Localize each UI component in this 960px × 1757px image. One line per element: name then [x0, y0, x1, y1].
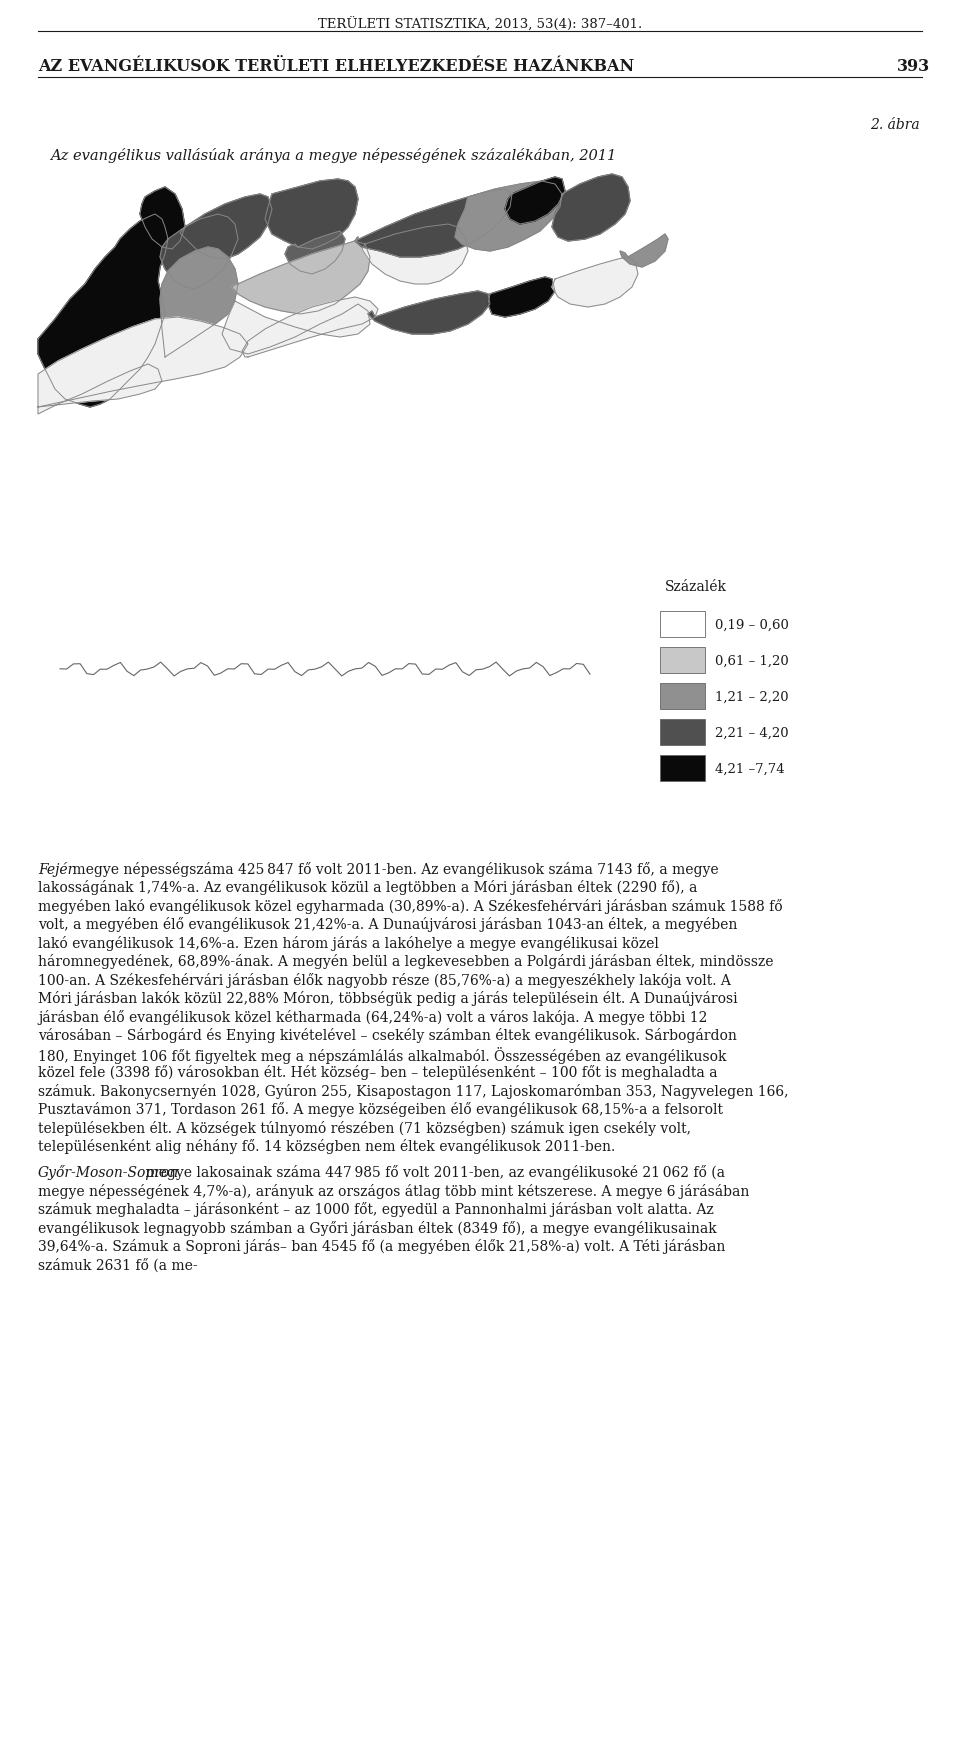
- Text: megye népességének 4,7%-a), arányuk az országos átlag több mint kétszerese. A me: megye népességének 4,7%-a), arányuk az o…: [38, 1182, 750, 1198]
- Text: háromnegyedének, 68,89%-ának. A megyén belül a legkevesebben a Polgárdi járásban: háromnegyedének, 68,89%-ának. A megyén b…: [38, 954, 774, 968]
- Polygon shape: [38, 365, 162, 415]
- Polygon shape: [180, 195, 272, 260]
- Text: megyében lakó evangélikusok közel egyharmada (30,89%-a). A Székesfehérvári járás: megyében lakó evangélikusok közel egyhar…: [38, 898, 782, 914]
- Polygon shape: [552, 176, 630, 242]
- Text: 0,61 – 1,20: 0,61 – 1,20: [715, 654, 789, 668]
- Polygon shape: [488, 278, 555, 318]
- Polygon shape: [242, 299, 378, 358]
- Text: AZ EVANGÉLIKUSOK TERÜLETI ELHELYEZKEDÉSE HAZÁNKBAN: AZ EVANGÉLIKUSOK TERÜLETI ELHELYEZKEDÉSE…: [38, 58, 635, 76]
- Text: 2,21 – 4,20: 2,21 – 4,20: [715, 726, 788, 740]
- Polygon shape: [355, 190, 512, 258]
- Text: volt, a megyében élő evangélikusok 21,42%-a. A Dunaújvárosi járásban 1043-an élt: volt, a megyében élő evangélikusok 21,42…: [38, 917, 737, 931]
- Text: evangélikusok legnagyobb számban a Győri járásban éltek (8349 fő), a megye evang: evangélikusok legnagyobb számban a Győri…: [38, 1219, 717, 1235]
- Polygon shape: [140, 188, 185, 249]
- Text: településekben élt. A községek túlnyomó részében (71 községben) számuk igen csek: településekben élt. A községek túlnyomó …: [38, 1121, 691, 1135]
- Text: Százalék: Százalék: [665, 580, 727, 594]
- Text: 180, Enyinget 106 főt figyeltek meg a népszámlálás alkalmaból. Összességében az : 180, Enyinget 106 főt figyeltek meg a né…: [38, 1047, 727, 1063]
- Text: Győr-Moson-Sopron: Győr-Moson-Sopron: [38, 1165, 180, 1179]
- Polygon shape: [160, 248, 238, 358]
- Bar: [660, 648, 705, 673]
- Text: megye népességszáma 425 847 fő volt 2011-ben. Az evangélikusok száma 7143 fő, a : megye népességszáma 425 847 fő volt 2011…: [68, 861, 719, 877]
- Bar: [38, 170, 640, 819]
- Polygon shape: [38, 214, 168, 408]
- Text: számuk meghaladta – járásonként – az 1000 főt, egyedül a Pannonhalmi járásban vo: számuk meghaladta – járásonként – az 100…: [38, 1202, 713, 1216]
- Text: Móri járásban lakók közül 22,88% Móron, többségük pedig a járás településein élt: Móri járásban lakók közül 22,88% Móron, …: [38, 991, 737, 1007]
- Polygon shape: [38, 318, 248, 408]
- Text: 0,19 – 0,60: 0,19 – 0,60: [715, 618, 789, 631]
- Bar: [660, 611, 705, 638]
- Text: Pusztavámon 371, Tordason 261 fő. A megye községeiben élő evangélikusok 68,15%-a: Pusztavámon 371, Tordason 261 fő. A megy…: [38, 1102, 723, 1117]
- Polygon shape: [505, 177, 565, 225]
- Polygon shape: [455, 183, 562, 251]
- Text: 39,64%-a. Számuk a Soproni járás– ban 4545 fő (a megyében élők 21,58%-a) volt. A: 39,64%-a. Számuk a Soproni járás– ban 45…: [38, 1239, 726, 1254]
- Polygon shape: [552, 258, 638, 307]
- Text: 1,21 – 2,20: 1,21 – 2,20: [715, 691, 788, 703]
- Bar: [660, 756, 705, 782]
- Polygon shape: [285, 232, 345, 274]
- Polygon shape: [620, 235, 668, 267]
- Text: lakó evangélikusok 14,6%-a. Ezen három járás a lakóhelye a megye evangélikusai k: lakó evangélikusok 14,6%-a. Ezen három j…: [38, 935, 659, 951]
- Text: TERÜLETI STATISZTIKA, 2013, 53(4): 387–401.: TERÜLETI STATISZTIKA, 2013, 53(4): 387–4…: [318, 18, 642, 32]
- Text: lakosságának 1,74%-a. Az evangélikusok közül a legtöbben a Móri járásban éltek (: lakosságának 1,74%-a. Az evangélikusok k…: [38, 880, 697, 894]
- Text: településenként alig néhány fő. 14 községben nem éltek evangélikusok 2011-ben.: településenként alig néhány fő. 14 közsé…: [38, 1139, 615, 1154]
- Polygon shape: [160, 214, 238, 290]
- Text: 100-an. A Székesfehérvári járásban élők nagyobb része (85,76%-a) a megyeszékhely: 100-an. A Székesfehérvári járásban élők …: [38, 972, 731, 987]
- Text: 393: 393: [897, 58, 930, 76]
- Polygon shape: [232, 242, 370, 315]
- Text: városában – Sárbogárd és Enying kivételével – csekély számban éltek evangélikuso: városában – Sárbogárd és Enying kivételé…: [38, 1028, 737, 1044]
- Bar: [660, 720, 705, 745]
- Polygon shape: [222, 302, 370, 355]
- Polygon shape: [368, 292, 490, 336]
- Polygon shape: [265, 179, 358, 249]
- Bar: [660, 683, 705, 710]
- Text: Az evangélikus vallásúak aránya a megye népességének százalékában, 2011: Az evangélikus vallásúak aránya a megye …: [50, 148, 616, 163]
- Text: Fejér: Fejér: [38, 861, 74, 877]
- Text: számuk. Bakonycsernyén 1028, Gyúron 255, Kisapostagon 117, Lajoskomarómban 353, : számuk. Bakonycsernyén 1028, Gyúron 255,…: [38, 1084, 788, 1098]
- Text: 2. ábra: 2. ábra: [871, 118, 920, 132]
- Text: közel fele (3398 fő) városokban élt. Hét község– ben – településenként – 100 főt: közel fele (3398 fő) városokban élt. Hét…: [38, 1065, 717, 1081]
- Text: megye lakosainak száma 447 985 fő volt 2011-ben, az evangélikusoké 21 062 fő (a: megye lakosainak száma 447 985 fő volt 2…: [141, 1165, 725, 1179]
- Text: számuk 2631 fő (a me-: számuk 2631 fő (a me-: [38, 1258, 198, 1272]
- Polygon shape: [362, 225, 468, 285]
- Text: járásban élő evangélikusok közel kétharmada (64,24%-a) volt a város lakója. A me: járásban élő evangélikusok közel kétharm…: [38, 1010, 708, 1024]
- Text: 4,21 –7,74: 4,21 –7,74: [715, 763, 784, 775]
